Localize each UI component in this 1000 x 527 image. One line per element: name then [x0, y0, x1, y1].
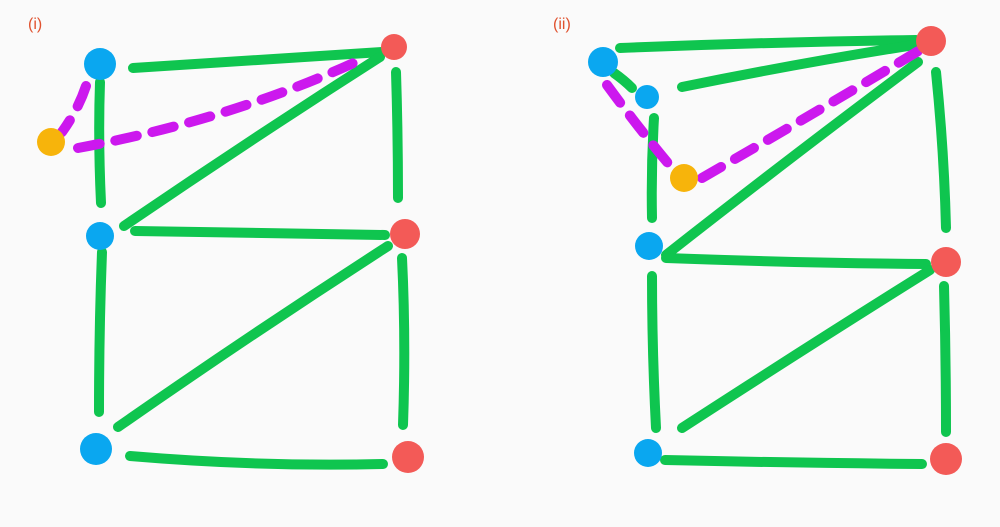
- edge: [661, 57, 923, 260]
- red-node: [916, 26, 946, 56]
- edge: [677, 265, 935, 433]
- orange-node: [670, 164, 698, 192]
- edge: [661, 253, 931, 269]
- edge: [128, 47, 387, 73]
- blue-node: [86, 222, 114, 250]
- red-node: [381, 34, 407, 60]
- dashed-edge: [57, 81, 91, 137]
- red-node: [392, 441, 424, 473]
- dashed-edge: [73, 55, 365, 153]
- edge: [677, 40, 919, 92]
- edge: [397, 253, 410, 430]
- edge: [130, 226, 390, 240]
- edge: [125, 451, 388, 470]
- blue-node: [84, 48, 116, 80]
- edge: [391, 67, 403, 203]
- edge: [931, 67, 951, 233]
- red-node: [930, 443, 962, 475]
- red-node: [931, 247, 961, 277]
- blue-node: [80, 433, 112, 465]
- edge: [609, 68, 637, 93]
- edge: [647, 271, 661, 433]
- panel-label-ii: (ii): [553, 16, 571, 33]
- orange-node: [37, 128, 65, 156]
- edge: [615, 35, 921, 53]
- edge: [119, 52, 385, 231]
- blue-node: [635, 232, 663, 260]
- blue-node: [588, 47, 618, 77]
- red-node: [390, 219, 420, 249]
- edge: [660, 455, 927, 469]
- edge: [646, 113, 659, 223]
- dashed-edge: [602, 80, 677, 173]
- panel-ii: [588, 26, 962, 475]
- dashed-edge: [697, 45, 925, 183]
- panel-label-i: (i): [28, 16, 43, 33]
- edge: [94, 247, 107, 417]
- edge: [113, 241, 393, 432]
- blue-node: [634, 439, 662, 467]
- edge: [939, 281, 951, 437]
- panel-i: [37, 34, 424, 473]
- blue-node: [635, 85, 659, 109]
